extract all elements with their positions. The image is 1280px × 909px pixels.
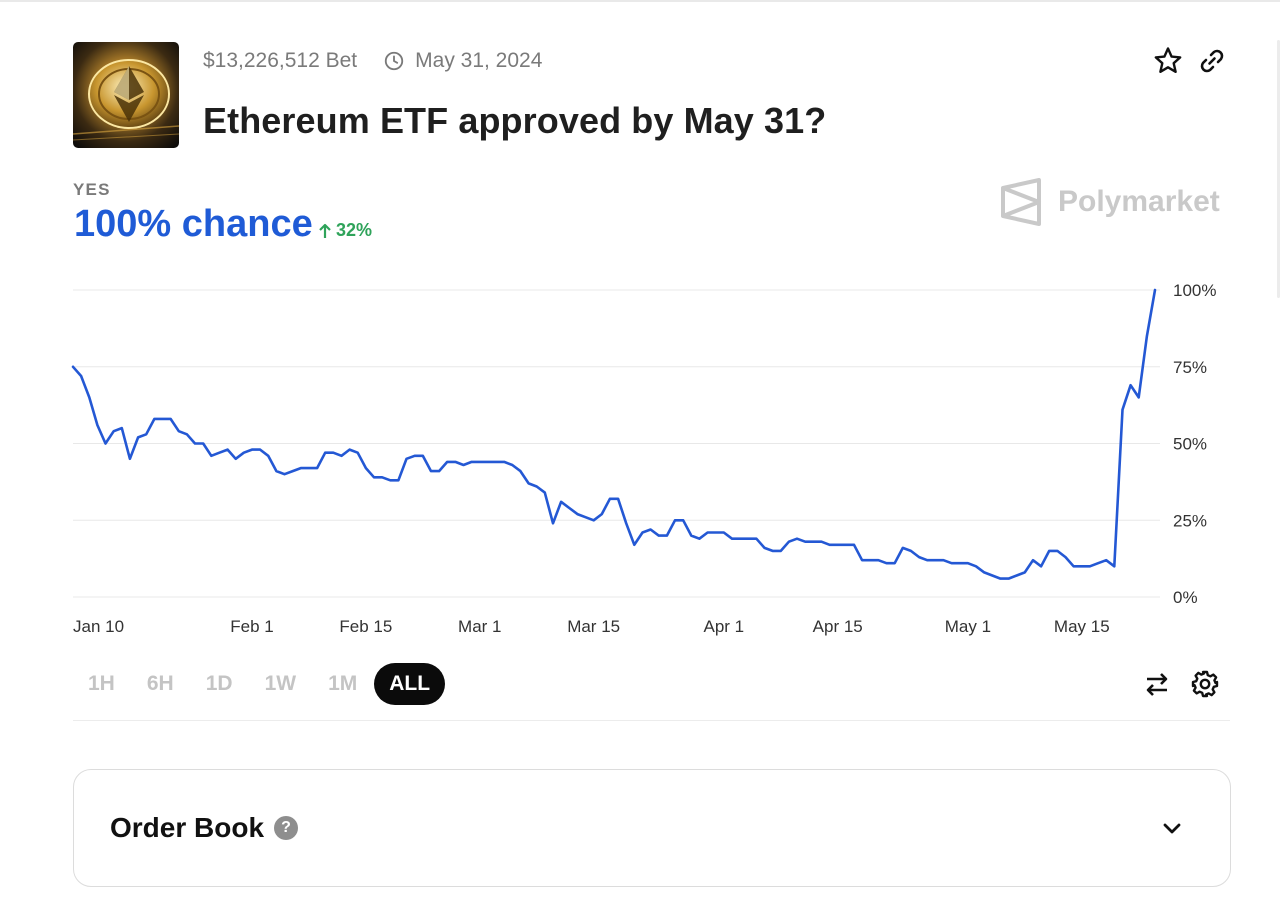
link-icon[interactable] <box>1196 45 1228 77</box>
x-tick-label: Feb 15 <box>339 617 392 636</box>
y-tick-label: 75% <box>1173 358 1207 377</box>
end-date-text: May 31, 2024 <box>415 49 543 72</box>
x-tick-label: May 15 <box>1054 617 1110 636</box>
x-tick-label: Jan 10 <box>73 617 124 636</box>
x-tick-label: Mar 15 <box>567 617 620 636</box>
range-6h[interactable]: 6H <box>146 672 174 695</box>
x-tick-label: Feb 1 <box>230 617 273 636</box>
x-tick-label: Apr 15 <box>813 617 863 636</box>
polymarket-logo-icon <box>1001 178 1041 226</box>
x-tick-label: Apr 1 <box>704 617 745 636</box>
order-book-panel[interactable]: Order Book ? <box>73 769 1231 887</box>
change-value: 32% <box>336 220 373 240</box>
market-meta: $13,226,512 Bet May 31, 2024 <box>203 48 542 74</box>
top-border <box>0 0 1280 2</box>
chevron-down-icon[interactable] <box>1160 816 1184 840</box>
outcome-label: YES <box>73 180 111 199</box>
brand-watermark: Polymarket <box>1000 178 1220 226</box>
market-thumbnail <box>73 42 179 148</box>
price-chart[interactable]: 100% 75% 50% 25% 0% Jan 10 Feb 1 Feb 15 Mar 1 Mar… <box>0 270 1280 640</box>
range-1w[interactable]: 1W <box>264 672 297 695</box>
y-tick-label: 25% <box>1173 511 1207 530</box>
arrow-up-icon <box>319 223 331 238</box>
x-tick-label: Mar 1 <box>458 617 501 636</box>
ethereum-coin-image <box>73 42 179 148</box>
range-1d[interactable]: 1D <box>205 672 233 695</box>
y-tick-label: 0% <box>1173 588 1198 607</box>
brand-name: Polymarket <box>1058 185 1220 218</box>
clock-icon <box>384 51 404 71</box>
volume-text: $13,226,512 Bet <box>203 49 358 72</box>
range-1h[interactable]: 1H <box>88 672 115 695</box>
range-all[interactable]: ALL <box>374 663 446 705</box>
x-tick-label: May 1 <box>945 617 991 636</box>
y-tick-label: 100% <box>1173 281 1216 300</box>
series-line <box>71 288 1157 580</box>
chance-value: 100% chance <box>74 203 313 245</box>
scrollbar[interactable] <box>1277 40 1280 298</box>
change-badge: 32% <box>318 220 372 241</box>
divider <box>73 720 1230 721</box>
order-book-title: Order Book <box>110 812 265 843</box>
range-1m[interactable]: 1M <box>328 672 358 695</box>
star-icon[interactable] <box>1152 45 1184 77</box>
swap-arrows-icon[interactable] <box>1142 669 1172 699</box>
question-icon[interactable]: ? <box>274 816 299 840</box>
y-tick-label: 50% <box>1173 435 1207 454</box>
time-range-selector: 1H 6H 1D 1W 1M ALL <box>73 663 447 705</box>
gear-icon[interactable] <box>1190 669 1220 699</box>
page-title: Ethereum ETF approved by May 31? <box>203 100 827 141</box>
